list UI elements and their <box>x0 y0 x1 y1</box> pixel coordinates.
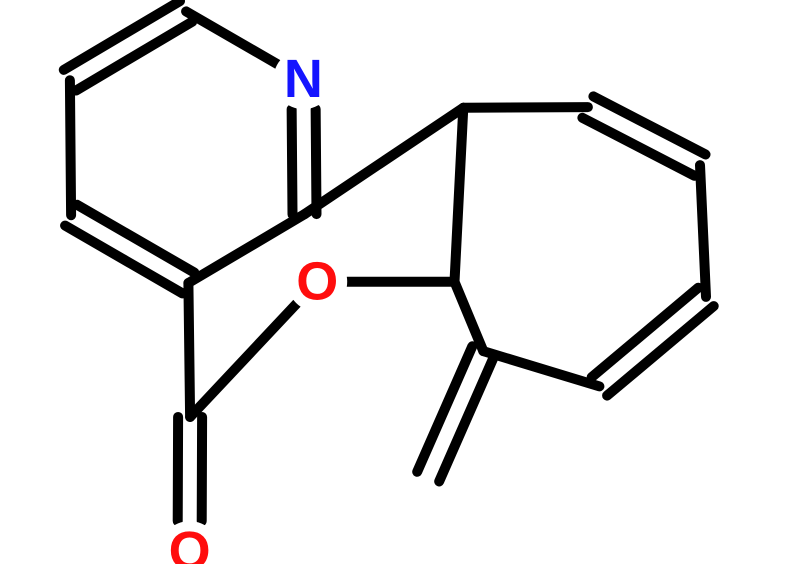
bond <box>190 304 297 417</box>
atom-label-O: O <box>296 252 338 312</box>
bond <box>188 283 190 417</box>
bond <box>305 108 464 214</box>
bond <box>439 356 494 482</box>
bond <box>483 351 599 386</box>
bond <box>292 109 293 214</box>
bond <box>593 96 705 154</box>
bond <box>70 80 71 215</box>
bond <box>700 165 706 297</box>
molecule-diagram: N O O <box>0 0 800 564</box>
bond <box>455 108 464 282</box>
bond <box>417 346 472 472</box>
bond <box>188 214 304 283</box>
atom-label-O: O <box>169 521 211 564</box>
bond <box>455 282 484 351</box>
bond <box>463 107 588 108</box>
bonds <box>64 1 714 521</box>
bond <box>582 118 694 176</box>
bond <box>316 109 317 214</box>
atom-label-N: N <box>284 49 323 109</box>
bond <box>186 11 277 64</box>
